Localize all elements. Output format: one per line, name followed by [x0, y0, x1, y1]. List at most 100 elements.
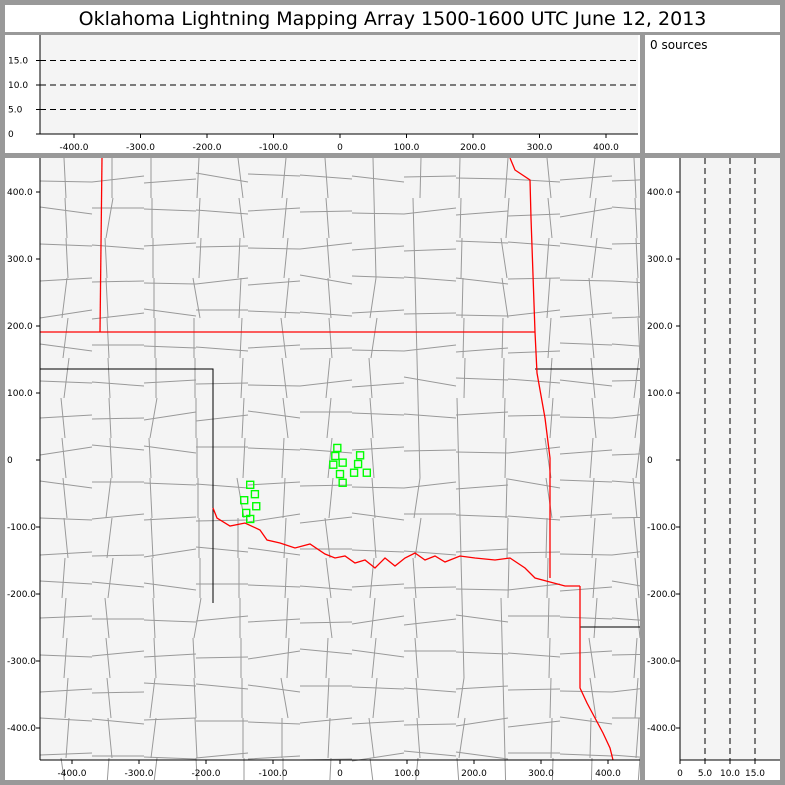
county-boundary [500, 158, 510, 780]
x-tick-label: -200.0 [191, 769, 220, 779]
y-tick-label: -200.0 [7, 590, 36, 600]
y-tick-label: -400.0 [7, 724, 36, 734]
y-tick-label: 300.0 [7, 255, 33, 265]
x-tick-label: -100.0 [259, 143, 288, 153]
county-boundary [39, 682, 640, 694]
county-boundary [39, 342, 640, 354]
altitude-east-west-panel: -400.0 -300.0 -200.0 -100.0 0 100.0 200.0 300.0… [5, 35, 640, 153]
lma-station-marker [349, 468, 359, 477]
county-boundary [324, 158, 334, 780]
plot-area [40, 35, 638, 134]
state-border-highlight [99, 158, 103, 333]
y-tick-label: 100.0 [647, 389, 673, 399]
lma-station-marker [338, 458, 347, 467]
x-tick-label: -200.0 [192, 143, 221, 153]
x-tick-label: 0 [677, 769, 683, 779]
lma-station-marker [362, 468, 371, 477]
y-tick-label: 0 [7, 456, 13, 466]
county-boundary [39, 614, 640, 626]
county-boundary [39, 580, 640, 592]
y-tick-label: 300.0 [647, 255, 673, 265]
y-tick-label: -400.0 [647, 724, 676, 734]
state-border-highlight [534, 331, 551, 578]
lma-station-marker [353, 459, 363, 469]
county-boundary [544, 158, 554, 780]
lma-station-marker [331, 451, 340, 461]
y-tick-label: -300.0 [7, 657, 36, 667]
x-tick-label: -300.0 [124, 769, 153, 779]
y-tick-label: -200.0 [647, 590, 676, 600]
y-tick-label: 200.0 [647, 322, 673, 332]
lma-station-marker [252, 502, 261, 511]
y-tick-label: 200.0 [7, 322, 33, 332]
x-tick-label: -300.0 [126, 143, 155, 153]
x-tick-label: -100.0 [258, 769, 287, 779]
county-boundary [148, 158, 158, 780]
x-tick-label: 5.0 [698, 769, 713, 779]
y-tick-label: -300.0 [647, 657, 676, 667]
lma-station-marker [250, 489, 260, 499]
state-border-highlight [509, 158, 536, 333]
county-boundary [39, 410, 640, 422]
x-tick-label: 300.0 [528, 769, 554, 779]
y-tick-label: 100.0 [7, 389, 33, 399]
lma-station-marker [335, 469, 345, 479]
county-boundary [412, 158, 422, 780]
county-boundary [39, 478, 640, 490]
county-boundary [456, 158, 466, 780]
x-tick-label: -400.0 [57, 769, 86, 779]
county-boundary [39, 274, 640, 286]
county-boundary [39, 546, 640, 558]
x-tick-label: -400.0 [59, 143, 88, 153]
y-tick-label: 5.0 [8, 106, 23, 116]
lma-station-marker [239, 496, 249, 505]
y-tick-label: 400.0 [7, 188, 33, 198]
lma-station-marker [333, 443, 342, 453]
county-boundary [39, 512, 640, 524]
x-tick-label: 0 [337, 769, 343, 779]
x-tick-label: 100.0 [394, 769, 420, 779]
x-tick-label: 0 [337, 143, 343, 153]
county-boundary [368, 158, 378, 780]
x-tick-label: 300.0 [527, 143, 553, 153]
x-tick-label: 400.0 [593, 143, 619, 153]
y-tick-label: 400.0 [647, 188, 673, 198]
county-boundary [588, 158, 598, 780]
source-count-panel: 0 sources [645, 35, 780, 153]
county-boundary [39, 716, 640, 728]
plan-view-map: -400.0 -300.0 -200.0 -100.0 0 100.0 200.0 300.0… [7, 158, 640, 780]
lma-station-marker [246, 514, 255, 524]
state-border-highlight [579, 586, 614, 761]
plot-title: Oklahoma Lightning Mapping Array 1500-16… [5, 5, 780, 32]
y-tick-label: -100.0 [647, 523, 676, 533]
county-boundary [280, 158, 290, 780]
y-tick-label: 10.0 [8, 81, 28, 91]
x-tick-label: 100.0 [394, 143, 420, 153]
altitude-plot: -400.0 -300.0 -200.0 -100.0 0 100.0 200.0 300.0… [8, 35, 638, 153]
y-tick-label: 0 [8, 130, 14, 140]
state-border [40, 368, 214, 510]
lma-station-marker [338, 478, 347, 487]
y-tick-label: -100.0 [7, 523, 36, 533]
county-lines [39, 158, 640, 780]
lma-station-marker [246, 480, 255, 489]
plan-view-map-panel: -400.0 -300.0 -200.0 -100.0 0 100.0 200.0 300.0… [5, 158, 640, 780]
county-boundary [104, 158, 114, 780]
y-tick-label: 0 [647, 456, 653, 466]
state-border-highlight [212, 507, 580, 587]
source-count: 0 sources [650, 38, 708, 52]
north-south-altitude-panel: 400.0 300.0 200.0 100.0 0 -100.0 -200.0 -300.0 -… [645, 158, 780, 780]
lma-station-marker [355, 451, 365, 460]
y-tick-label: 15.0 [8, 57, 28, 67]
county-boundary [60, 158, 70, 780]
county-boundary [632, 158, 640, 780]
county-boundary [39, 444, 640, 456]
county-boundary [192, 158, 202, 780]
lma-station-marker [329, 460, 338, 469]
x-tick-label: 400.0 [595, 769, 621, 779]
x-tick-label: 200.0 [460, 143, 486, 153]
x-tick-label: 10.0 [720, 769, 740, 779]
x-tick-label: 200.0 [461, 769, 487, 779]
x-tick-label: 15.0 [745, 769, 765, 779]
ns-altitude-plot: 400.0 300.0 200.0 100.0 0 -100.0 -200.0 -300.0 -… [647, 158, 780, 779]
